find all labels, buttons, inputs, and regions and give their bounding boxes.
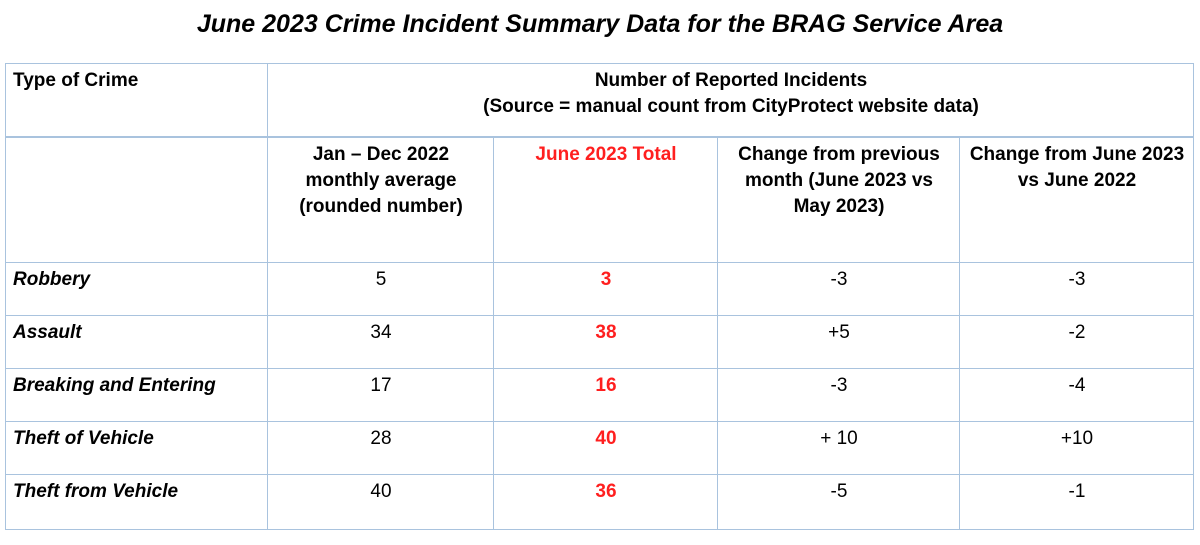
page-title: June 2023 Crime Incident Summary Data fo… [196, 10, 1004, 38]
average-2022-cell: 28 [267, 421, 494, 475]
crime-type-cell: Assault [5, 315, 268, 369]
change-previous-month-cell: -3 [717, 368, 960, 422]
column-header-june-2023-total: June 2023 Total [493, 136, 718, 263]
change-previous-month-cell: + 10 [717, 421, 960, 475]
change-vs-june-2022-cell: -1 [959, 474, 1194, 530]
change-previous-month-cell: +5 [717, 315, 960, 369]
blank-header-cell [5, 136, 268, 263]
change-previous-month-cell: -5 [717, 474, 960, 530]
crime-type-cell: Robbery [5, 262, 268, 316]
data-source-note: (Source = manual count from CityProtect … [483, 96, 979, 117]
crime-type-cell: Theft of Vehicle [5, 421, 268, 475]
table-row: Assault 34 38 +5 -2 [5, 315, 1194, 369]
column-header-2022-average: Jan – Dec 2022 monthly average (rounded … [267, 136, 494, 263]
change-vs-june-2022-cell: -4 [959, 368, 1194, 422]
june-2023-total-cell: 40 [493, 421, 718, 475]
group-header-row: Type of Crime Number of Reported Inciden… [5, 63, 1194, 138]
column-header-row: Jan – Dec 2022 monthly average (rounded … [5, 136, 1194, 263]
column-header-change-previous-month: Change from previous month (June 2023 vs… [717, 136, 960, 263]
crime-summary-table: Type of Crime Number of Reported Inciden… [5, 63, 1194, 530]
table-row: Theft from Vehicle 40 36 -5 -1 [5, 474, 1194, 530]
change-vs-june-2022-cell: -3 [959, 262, 1194, 316]
average-2022-cell: 17 [267, 368, 494, 422]
change-vs-june-2022-cell: +10 [959, 421, 1194, 475]
june-2023-total-cell: 38 [493, 315, 718, 369]
crime-type-cell: Breaking and Entering [5, 368, 268, 422]
type-of-crime-header: Type of Crime [5, 63, 268, 138]
average-2022-cell: 34 [267, 315, 494, 369]
table-row: Theft of Vehicle 28 40 + 10 +10 [5, 421, 1194, 475]
column-header-change-vs-june-2022: Change from June 2023 vs June 2022 [959, 136, 1194, 263]
table-row: Breaking and Entering 17 16 -3 -4 [5, 368, 1194, 422]
table-row: Robbery 5 3 -3 -3 [5, 262, 1194, 316]
average-2022-cell: 5 [267, 262, 494, 316]
change-previous-month-cell: -3 [717, 262, 960, 316]
reported-incidents-title: Number of Reported Incidents [594, 70, 868, 91]
change-vs-june-2022-cell: -2 [959, 315, 1194, 369]
june-2023-total-cell: 3 [493, 262, 718, 316]
june-2023-total-cell: 36 [493, 474, 718, 530]
reported-incidents-header: Number of Reported Incidents (Source = m… [267, 63, 1194, 138]
crime-type-cell: Theft from Vehicle [5, 474, 268, 530]
june-2023-total-cell: 16 [493, 368, 718, 422]
average-2022-cell: 40 [267, 474, 494, 530]
